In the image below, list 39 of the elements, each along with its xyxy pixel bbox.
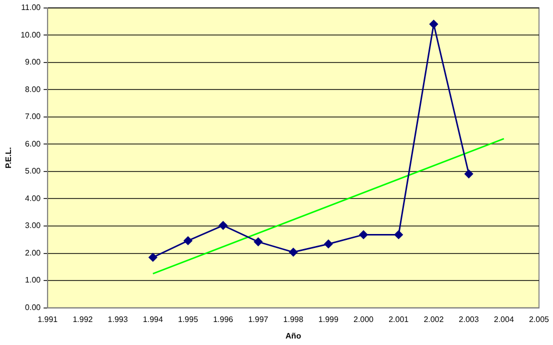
- y-tick-label: 7.00: [25, 112, 42, 122]
- x-tick-label: 1.997: [248, 314, 269, 324]
- point: [254, 238, 262, 246]
- x-tick-label: 1.994: [142, 314, 164, 324]
- point: [324, 240, 333, 248]
- x-tick-label: 1.995: [178, 314, 199, 324]
- x-tick-label: 2.004: [494, 314, 514, 324]
- point: [184, 236, 192, 245]
- x-tick-label: 2.001: [388, 314, 410, 324]
- y-tick-label: 10.00: [20, 30, 42, 40]
- x-tick-label: 1.993: [108, 314, 128, 324]
- x-tick-label: 1.992: [72, 314, 94, 324]
- y-tick-label: 5.00: [25, 166, 42, 176]
- y-tick-label: 2.00: [25, 248, 42, 258]
- x-tick-label: 1.999: [318, 314, 339, 324]
- y-tick-label: 4.00: [25, 194, 42, 203]
- x-tick-label: 2.002: [424, 314, 444, 324]
- x-tick-label: 1.996: [213, 314, 234, 324]
- y-tick-label: 1.00: [25, 276, 42, 285]
- y-tick-label: 0.00: [25, 303, 42, 312]
- point: [289, 248, 298, 256]
- y-axis-title: P.E.L.: [4, 147, 14, 168]
- x-tick-label: 2.000: [353, 314, 374, 324]
- point: [394, 230, 403, 239]
- x-tick-label: 2.003: [458, 314, 480, 324]
- y-tick-label: 9.00: [25, 58, 42, 67]
- x-tick-label: 2.005: [528, 314, 550, 324]
- y-tick-label: 11.00: [21, 3, 42, 12]
- x-axis-title: Año: [286, 331, 302, 340]
- point: [464, 170, 474, 178]
- point: [429, 20, 438, 28]
- point: [359, 230, 368, 239]
- x-tick-label: 1.998: [283, 314, 304, 324]
- y-tick-label: 6.00: [25, 139, 42, 148]
- point: [148, 253, 158, 262]
- y-tick-label: 8.00: [25, 84, 42, 94]
- y-tick-label: 3.00: [25, 221, 42, 230]
- point: [218, 221, 228, 230]
- x-tick-label: 1.991: [38, 314, 58, 324]
